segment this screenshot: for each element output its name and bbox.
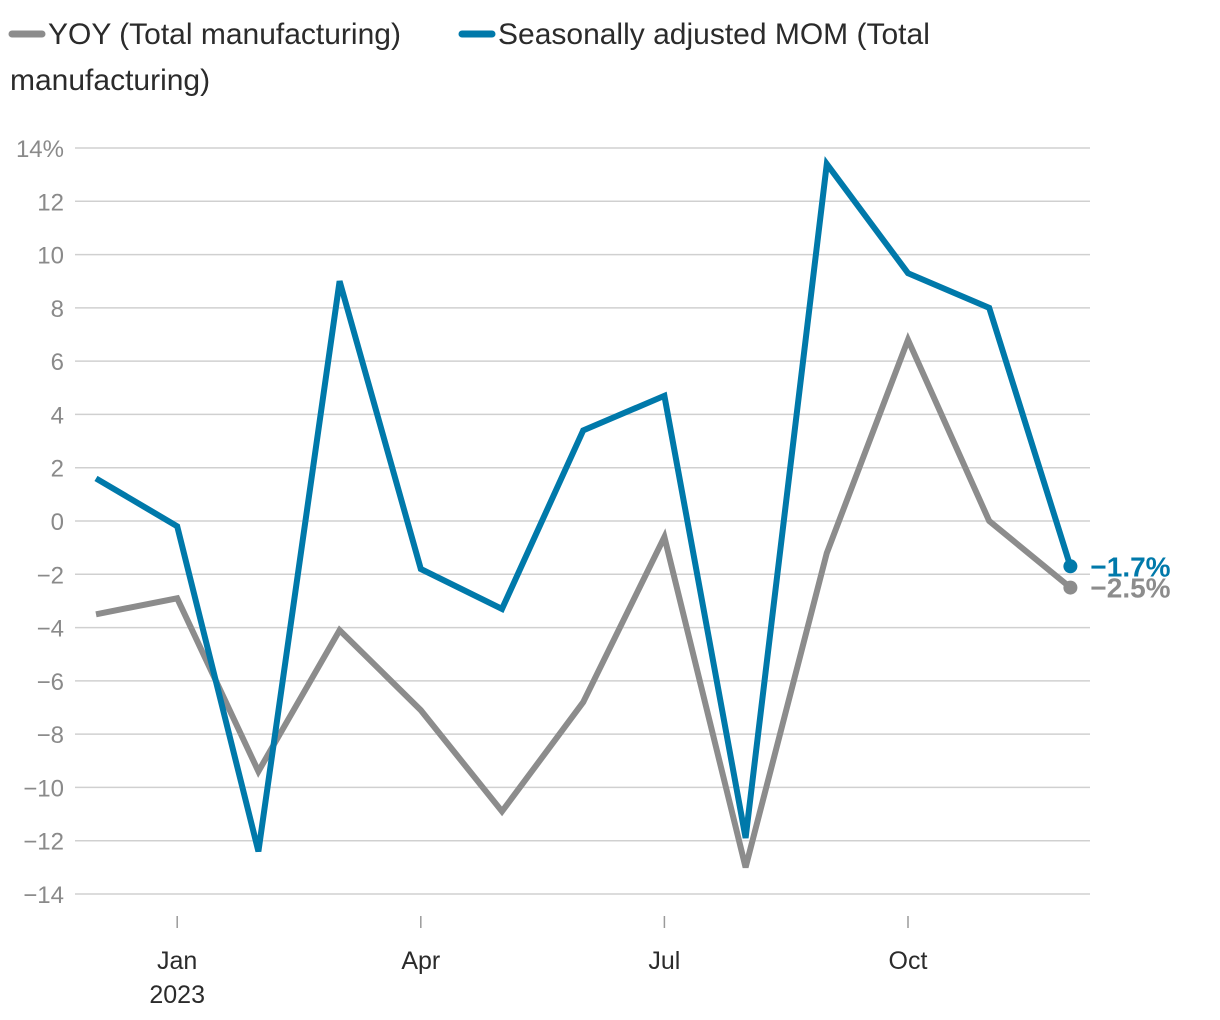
legend-label-yoy: YOY (Total manufacturing) [48,18,401,51]
end-marker-yoy [1063,580,1078,595]
end-marker-mom [1063,559,1078,574]
x-tick-label: Jul [648,947,680,975]
legend-label-mom-cont: manufacturing) [10,64,210,97]
gridlines [75,147,1090,895]
end-label-mom: −1.7% [1090,551,1170,582]
x-tick-sublabel: 2023 [149,981,205,1009]
y-tick-label: −2 [37,562,64,589]
x-tick-label: Jan [157,947,197,975]
y-tick-label: −6 [37,669,64,696]
y-tick-label: −10 [23,775,64,802]
y-tick-label: 8 [51,296,64,323]
y-tick-label: 6 [51,349,64,376]
series-line-yoy [95,331,1073,869]
y-tick-label: 12 [37,189,64,216]
series-line-mom [94,156,1074,853]
y-tick-label: 0 [51,509,64,536]
series-lines [94,156,1078,869]
x-tick-label: Apr [401,947,440,975]
y-tick-label: −12 [23,829,64,856]
y-axis-ticks: 14% 12 10 8 6 4 2 0 −2 −4 −6 −8 −10 −12 −14 [16,136,64,909]
y-tick-label: −14 [23,882,64,909]
y-tick-label: 10 [37,243,64,270]
y-tick-label: −8 [37,722,64,749]
legend: YOY (Total manufacturing) Seasonally adj… [8,18,930,97]
end-label-yoy: −2.5% [1090,573,1170,604]
x-axis-ticks: Jan 2023 Apr Jul Oct [149,916,927,1009]
y-tick-label: 4 [51,402,64,429]
end-labels: −2.5%−1.7% [1090,551,1170,603]
legend-label-mom: Seasonally adjusted MOM (Total [498,18,930,51]
x-tick-label: Oct [889,947,928,975]
y-tick-label: 14% [16,136,64,163]
y-tick-label: −4 [37,616,64,643]
y-tick-label: 2 [51,456,64,483]
